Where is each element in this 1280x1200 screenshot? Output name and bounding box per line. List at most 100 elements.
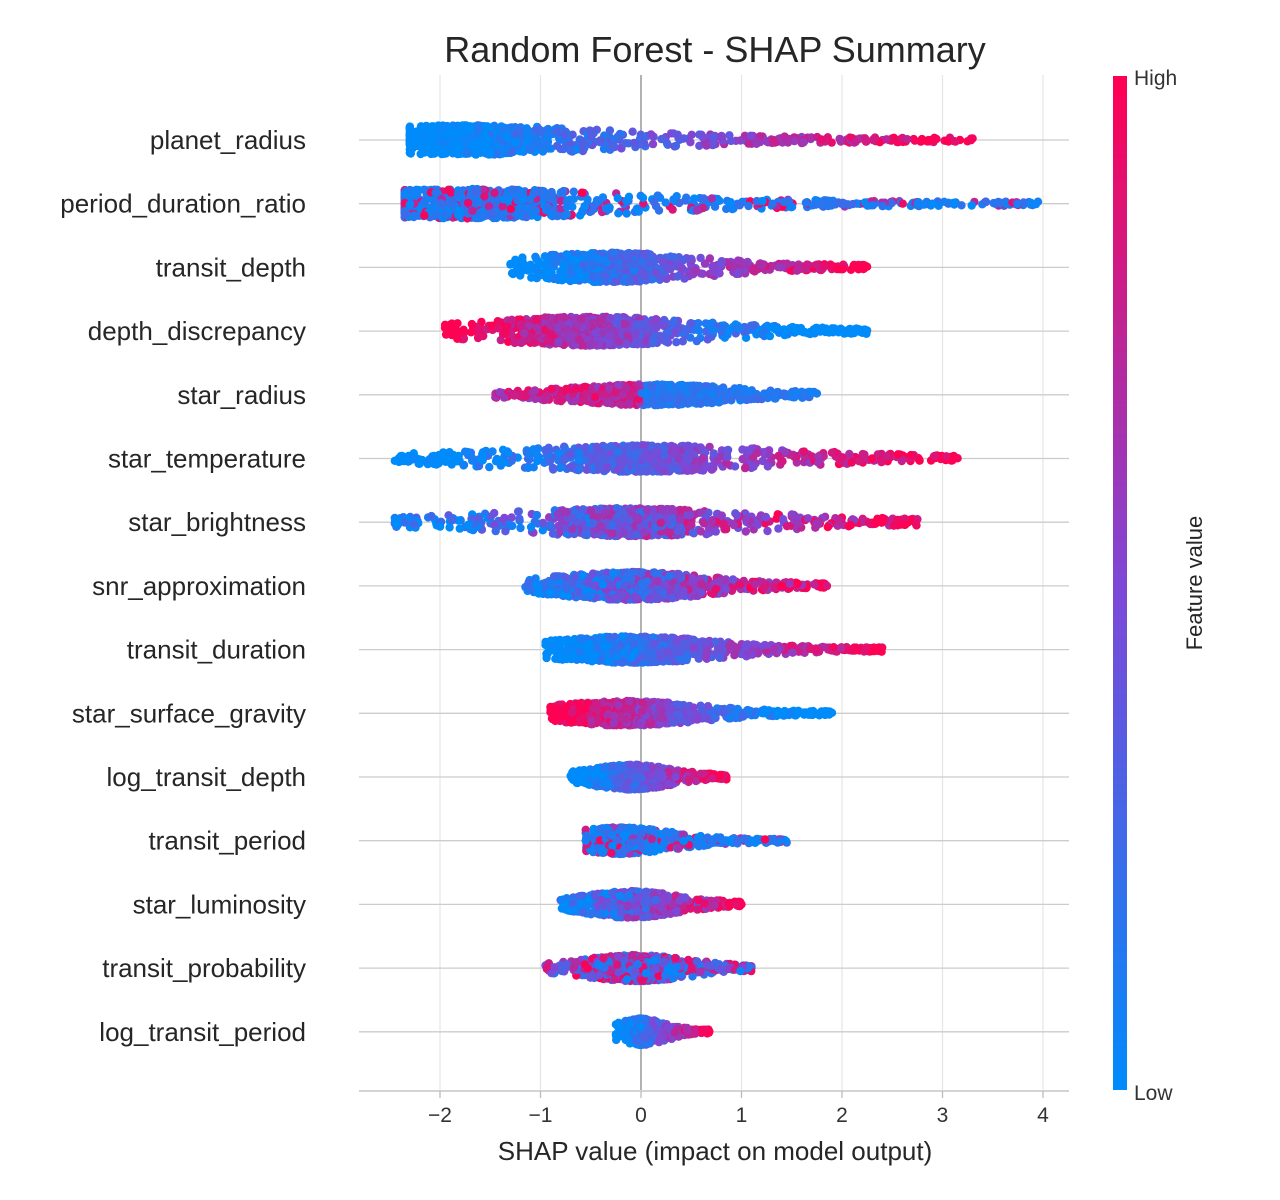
- shap-dot: [686, 319, 696, 328]
- shap-dot: [758, 196, 767, 206]
- shap-dot: [498, 125, 507, 134]
- shap-dot: [590, 393, 600, 402]
- shap-dot: [812, 260, 821, 269]
- shap-dot: [552, 257, 562, 266]
- shap-dot: [708, 262, 717, 271]
- shap-dot: [735, 324, 744, 333]
- shap-dot: [799, 138, 808, 147]
- shap-dot: [622, 340, 631, 349]
- shap-dot: [744, 139, 753, 148]
- shap-dot: [692, 206, 701, 215]
- shap-dot: [459, 325, 468, 334]
- shap-dot: [585, 340, 595, 349]
- shap-dot: [575, 211, 585, 220]
- shap-dot: [559, 263, 568, 272]
- shap-dot: [605, 126, 615, 135]
- shap-dot: [515, 147, 525, 156]
- shap-dot: [675, 324, 684, 333]
- shap-dot: [649, 390, 658, 399]
- shap-dot: [555, 135, 564, 144]
- shap-dot: [571, 384, 581, 393]
- shap-dot: [716, 260, 726, 269]
- shap-dot: [570, 255, 579, 264]
- shap-dot: [709, 138, 718, 147]
- shap-dot: [989, 198, 998, 208]
- shap-dot: [622, 251, 631, 260]
- shap-dot: [726, 136, 736, 146]
- shap-dot: [436, 199, 446, 208]
- shap-dot: [557, 276, 567, 285]
- shap-dot: [482, 134, 492, 144]
- shap-dot: [416, 122, 426, 131]
- shap-dot: [490, 188, 499, 198]
- shap-dot: [640, 389, 649, 399]
- shap-dot: [928, 199, 937, 208]
- shap-dot: [828, 328, 838, 337]
- shap-dot: [546, 337, 555, 346]
- shap-dot: [517, 337, 527, 346]
- shap-dot: [431, 132, 440, 141]
- shap-dot: [981, 197, 991, 207]
- shap-dot: [591, 328, 600, 338]
- shap-dot: [861, 327, 870, 337]
- shap-dot: [768, 323, 777, 332]
- shap-dot: [803, 260, 813, 270]
- shap-dot: [484, 123, 493, 132]
- beeswarm-dots: [390, 121, 1043, 1050]
- shap-dot: [468, 206, 477, 215]
- shap-dot: [520, 329, 529, 338]
- shap-dot: [787, 203, 796, 212]
- shap-dot: [675, 198, 684, 208]
- shap-dot: [792, 266, 802, 275]
- shap-dot: [526, 145, 535, 155]
- shap-dot: [543, 202, 552, 211]
- shap-dot: [440, 210, 450, 220]
- shap-dot: [678, 382, 687, 391]
- shap-dot: [663, 393, 672, 402]
- shap-dot: [562, 210, 571, 219]
- shap-dot: [646, 130, 656, 139]
- shap-dot: [570, 397, 579, 406]
- shap-dot: [616, 400, 626, 409]
- shap-dot: [400, 210, 409, 219]
- shap-dot: [600, 390, 609, 399]
- shap-dot: [826, 201, 836, 210]
- shap-dot: [827, 138, 836, 147]
- shap-dot: [709, 382, 718, 391]
- shap-dot: [783, 326, 792, 335]
- shap-dot: [819, 326, 828, 335]
- shap-dot: [562, 324, 572, 334]
- shap-dot: [499, 195, 508, 204]
- shap-dot: [817, 135, 826, 144]
- shap-dot: [405, 200, 414, 209]
- shap-dot: [707, 194, 716, 203]
- shap-dot: [498, 211, 507, 220]
- shap-dot: [750, 267, 759, 276]
- shap-dot: [758, 260, 768, 270]
- shap-dot: [622, 266, 631, 275]
- shap-dot: [463, 198, 473, 208]
- shap-dot: [448, 126, 457, 135]
- shap-dot: [733, 268, 742, 278]
- shap-dot: [699, 194, 708, 203]
- shap-dot: [752, 139, 761, 148]
- shap-dot: [882, 135, 891, 144]
- shap-dot: [837, 199, 846, 208]
- shap-dot: [574, 335, 584, 344]
- shap-dot: [537, 186, 547, 196]
- shap-dot: [653, 191, 662, 200]
- shap-dot: [740, 385, 750, 394]
- shap-dot: [741, 395, 750, 404]
- shap-dot: [655, 331, 664, 341]
- shap-dot: [740, 131, 750, 140]
- chart-title: Random Forest - SHAP Summary: [444, 29, 986, 70]
- shap-dot: [453, 334, 462, 343]
- shap-dot: [400, 189, 409, 198]
- shap-dot: [648, 339, 657, 348]
- shap-dot: [530, 386, 540, 395]
- shap-dot: [521, 392, 530, 401]
- shap-dot: [574, 321, 583, 330]
- shap-dot: [458, 122, 468, 132]
- shap-dot: [476, 138, 485, 148]
